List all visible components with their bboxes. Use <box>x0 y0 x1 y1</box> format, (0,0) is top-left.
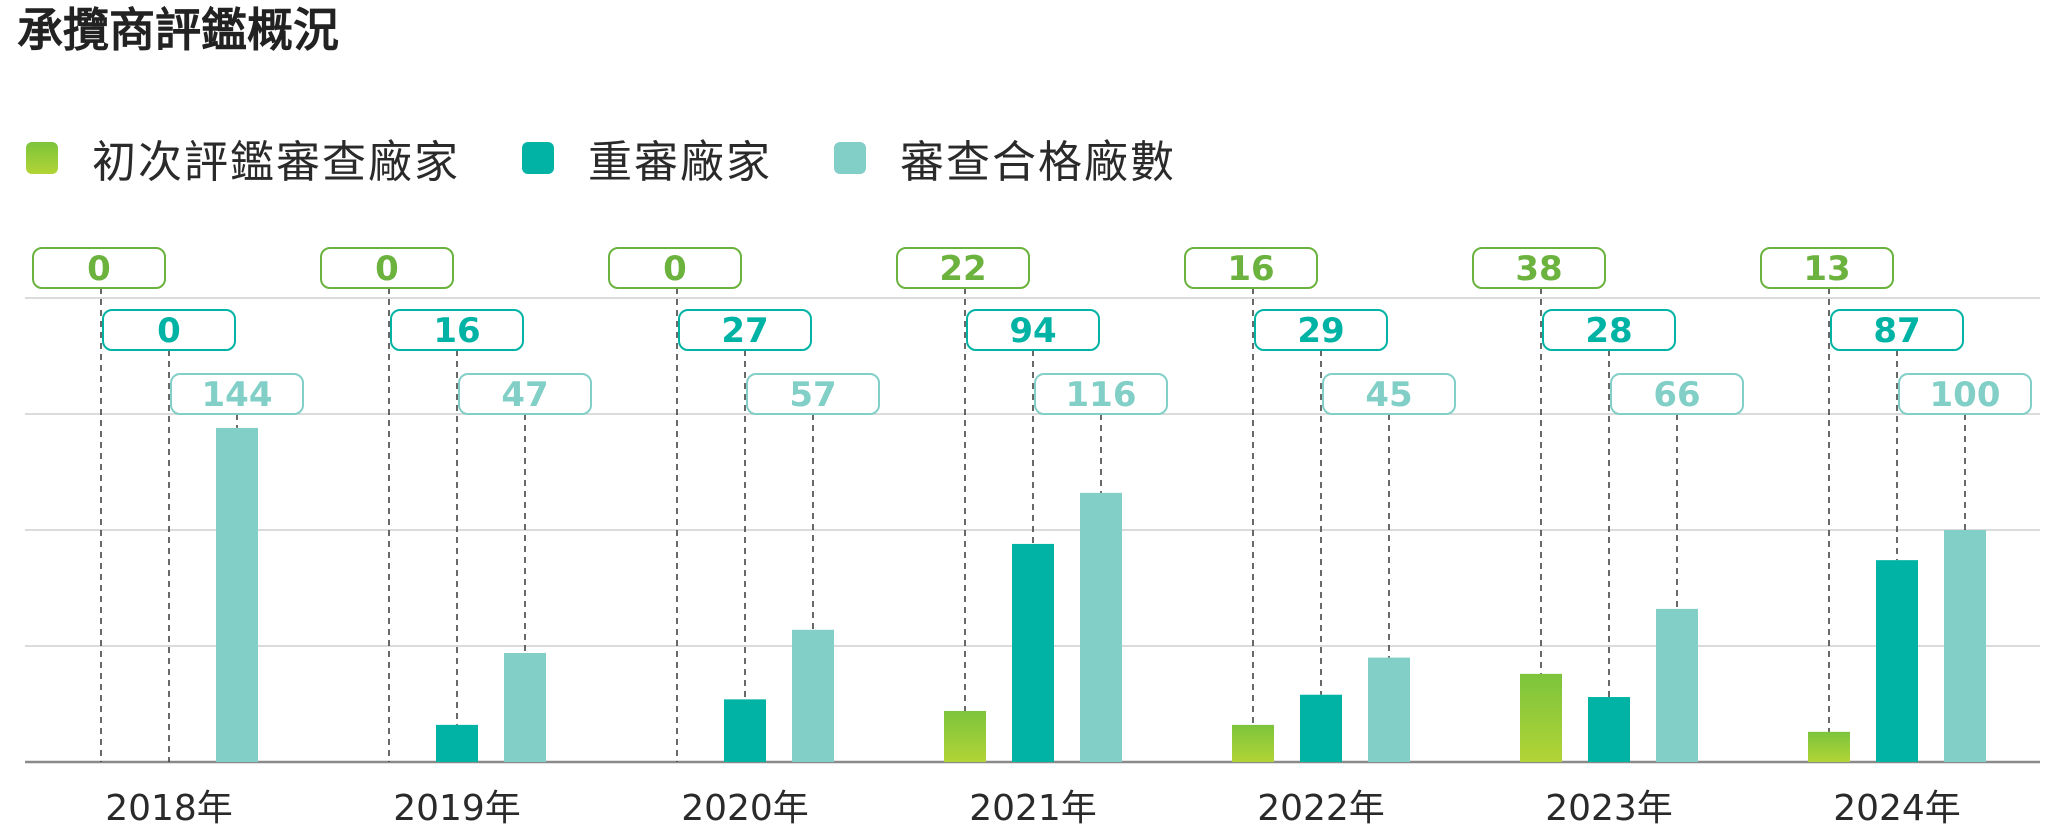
x-tick-label: 2018年 <box>105 788 233 829</box>
bar-reaudit <box>1588 697 1630 762</box>
bar-reaudit <box>1300 694 1342 762</box>
data-label-reaudit: 29 <box>1297 311 1344 351</box>
data-label-initial: 22 <box>939 249 986 289</box>
data-label-qualified: 47 <box>501 375 548 415</box>
legend-swatch-qualified <box>834 142 866 174</box>
data-label-box-initial <box>1184 247 1318 289</box>
data-label-box-qualified <box>1898 373 2032 415</box>
legend-item-qualified: 審查合格廠數 <box>834 126 1176 190</box>
data-label-qualified: 57 <box>789 375 836 415</box>
data-label-box-reaudit <box>1254 309 1388 351</box>
bar-qualified <box>216 427 258 762</box>
data-label-box-reaudit <box>966 309 1100 351</box>
data-label-box-initial <box>320 247 454 289</box>
x-tick-label: 2019年 <box>393 788 521 829</box>
data-label-box-qualified <box>1322 373 1456 415</box>
x-tick-label: 2023年 <box>1545 788 1673 829</box>
legend-item-initial: 初次評鑑審查廠家 <box>26 126 460 190</box>
data-label-qualified: 144 <box>202 375 273 415</box>
data-label-box-initial <box>1472 247 1606 289</box>
data-label-qualified: 45 <box>1365 375 1412 415</box>
bar-qualified <box>504 652 546 762</box>
data-label-qualified: 100 <box>1930 375 2001 415</box>
bar-qualified <box>1368 657 1410 762</box>
bar-reaudit <box>1012 543 1054 762</box>
data-label-box-initial <box>1760 247 1894 289</box>
data-label-box-qualified <box>458 373 592 415</box>
data-label-initial: 0 <box>663 249 687 289</box>
x-axis-ticks: 2018年 2019年 2020年 2021年 2022年 2023年 2024年 <box>105 788 1961 829</box>
bar-initial <box>1808 731 1850 762</box>
data-label-box-initial <box>896 247 1030 289</box>
bar-qualified <box>1944 530 1986 762</box>
data-label-box-qualified <box>170 373 304 415</box>
legend: 初次評鑑審查廠家 重審廠家 審查合格廠數 <box>26 128 1238 188</box>
data-label-box-qualified <box>1610 373 1744 415</box>
data-label-initial: 13 <box>1803 249 1850 289</box>
legend-swatch-reaudit <box>522 142 554 174</box>
x-tick-label: 2021年 <box>969 788 1097 829</box>
data-label-box-qualified <box>746 373 880 415</box>
data-label-box-initial <box>32 247 166 289</box>
legend-swatch-initial <box>26 142 58 174</box>
legend-label-initial: 初次評鑑審查廠家 <box>92 137 460 188</box>
data-label-box-reaudit <box>1830 309 1964 351</box>
legend-label-qualified: 審查合格廠數 <box>900 137 1176 188</box>
bars <box>216 427 1986 762</box>
bar-reaudit <box>436 724 478 762</box>
data-label-box-reaudit <box>678 309 812 351</box>
bar-qualified <box>1080 492 1122 762</box>
bar-qualified <box>1656 608 1698 762</box>
bar-qualified <box>792 629 834 762</box>
x-tick-label: 2020年 <box>681 788 809 829</box>
data-label-reaudit: 28 <box>1585 311 1632 351</box>
data-label-box-reaudit <box>1542 309 1676 351</box>
data-label-box-qualified <box>1034 373 1168 415</box>
x-tick-label: 2024年 <box>1833 788 1961 829</box>
data-label-initial: 38 <box>1515 249 1562 289</box>
data-label-initial: 16 <box>1227 249 1274 289</box>
x-tick-label: 2022年 <box>1257 788 1385 829</box>
chart-title: 承攬商評鑑概況 <box>17 3 339 57</box>
data-label-reaudit: 87 <box>1873 311 1920 351</box>
bar-initial <box>944 710 986 762</box>
data-label-box-initial <box>608 247 742 289</box>
legend-item-reaudit: 重審廠家 <box>522 126 772 190</box>
data-label-reaudit: 16 <box>433 311 480 351</box>
data-label-box-reaudit <box>102 309 236 351</box>
bar-reaudit <box>1876 560 1918 762</box>
bar-reaudit <box>724 699 766 762</box>
data-label-reaudit: 0 <box>157 311 181 351</box>
data-label-initial: 0 <box>87 249 111 289</box>
data-label-reaudit: 94 <box>1009 311 1056 351</box>
leader-lines <box>100 288 1966 762</box>
data-label-box-reaudit <box>390 309 524 351</box>
data-label-initial: 0 <box>375 249 399 289</box>
data-label-qualified: 116 <box>1066 375 1137 415</box>
legend-label-reaudit: 重審廠家 <box>588 137 772 188</box>
bar-initial <box>1520 673 1562 762</box>
bar-initial <box>1232 724 1274 762</box>
data-label-qualified: 66 <box>1653 375 1700 415</box>
data-label-reaudit: 27 <box>721 311 768 351</box>
